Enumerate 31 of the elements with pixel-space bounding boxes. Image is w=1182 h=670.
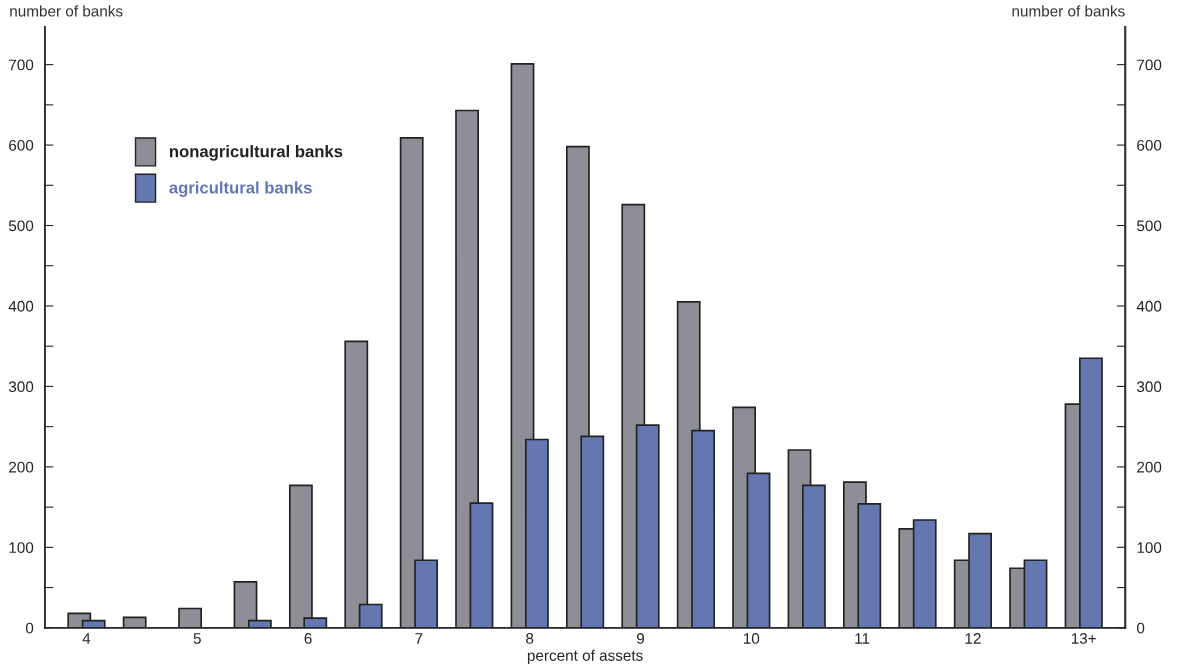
- x-tick-label: 8: [526, 633, 534, 644]
- y2-tick-label: 0: [1136, 622, 1145, 634]
- x-tick-label: 10: [743, 633, 760, 644]
- legend-label: nonagricultural banks: [169, 145, 343, 161]
- y2-tick-label: 200: [1137, 461, 1162, 473]
- x-tick-label: 5: [193, 633, 201, 644]
- y-axis-title: number of banks: [10, 5, 123, 17]
- y2-tick-label: 100: [1137, 542, 1162, 554]
- y-tick-label: 600: [9, 139, 34, 151]
- legend-label: agricultural banks: [169, 181, 312, 197]
- y2-axis-title: number of banks: [1012, 5, 1125, 17]
- y2-tick-label: 700: [1137, 59, 1162, 71]
- x-tick-label: 4: [82, 633, 91, 644]
- y2-tick-label: 300: [1136, 381, 1162, 393]
- x-tick-label: 11: [855, 633, 870, 644]
- x-axis-title: percent of assets: [527, 649, 643, 664]
- x-tick-label: 13+: [1071, 633, 1096, 644]
- x-tick-label: 9: [636, 633, 645, 644]
- y-tick-label: 500: [8, 220, 34, 232]
- y-tick-label: 100: [9, 542, 34, 554]
- y2-tick-label: 500: [1136, 220, 1162, 232]
- y2-tick-label: 400: [1136, 300, 1162, 312]
- x-tick-label: 12: [965, 633, 981, 644]
- y-tick-label: 700: [9, 59, 34, 71]
- y-tick-label: 0: [25, 622, 34, 634]
- y-tick-label: 300: [8, 381, 34, 393]
- y2-tick-label: 600: [1137, 139, 1162, 151]
- y-tick-label: 200: [9, 461, 34, 473]
- x-tick-label: 7: [415, 633, 423, 644]
- x-tick-label: 6: [304, 633, 312, 644]
- y-tick-label: 400: [8, 300, 34, 312]
